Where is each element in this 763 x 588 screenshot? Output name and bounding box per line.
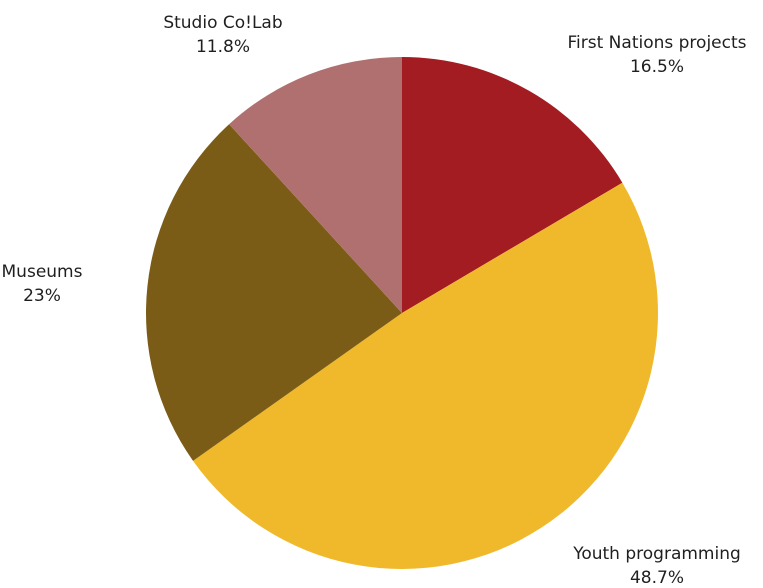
- pie-label: Museums 23%: [2, 262, 83, 306]
- pie-slice-first-nations-projects: [402, 57, 623, 313]
- pie-label-value: 11.8%: [196, 37, 250, 57]
- pie-slice-studio-co-lab: [229, 57, 402, 313]
- pie-label: Studio Co!Lab 11.8%: [163, 13, 282, 57]
- pie-label-name: Youth programming: [572, 544, 741, 564]
- pie-label: Youth programming 48.7%: [572, 544, 741, 588]
- pie-label-value: 23%: [23, 286, 61, 306]
- pie-labels: First Nations projects 16.5% Youth program…: [2, 13, 747, 588]
- pie-label-value: 48.7%: [630, 568, 684, 588]
- pie-label-value: 16.5%: [630, 57, 684, 77]
- pie-label-name: Studio Co!Lab: [163, 13, 282, 33]
- pie-label: First Nations projects 16.5%: [568, 33, 747, 77]
- pie-label-name: First Nations projects: [568, 33, 747, 53]
- pie-label-name: Museums: [2, 262, 83, 282]
- pie-slice-youth-programming: [193, 182, 658, 569]
- pie-slice-museums: [146, 124, 402, 461]
- pie-slices: [146, 57, 658, 569]
